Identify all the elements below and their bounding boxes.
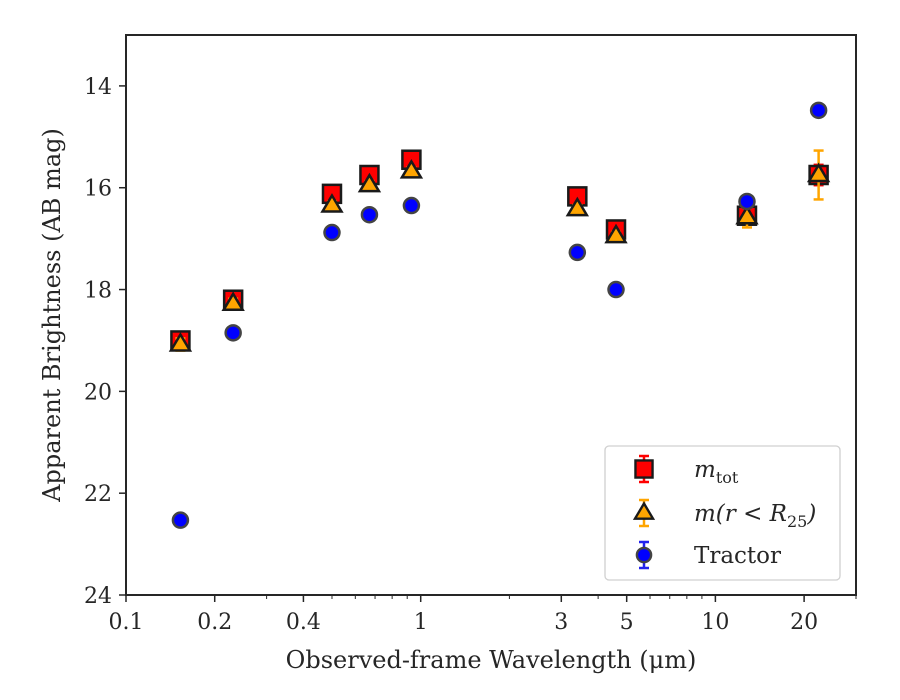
data-point-circle	[402, 196, 421, 215]
data-point	[171, 511, 190, 529]
data-point	[168, 332, 193, 352]
x-tick-label: 3	[554, 610, 568, 635]
data-point-triangle	[604, 223, 628, 244]
data-point-triangle	[735, 204, 759, 225]
data-point-triangle	[320, 193, 344, 213]
legend-marker-circle	[635, 546, 653, 564]
data-point	[360, 205, 379, 224]
data-point-triangle	[565, 196, 590, 217]
legend-label-main: m	[694, 457, 716, 483]
y-tick-label: 18	[84, 279, 112, 304]
data-point-triangle	[399, 158, 424, 179]
data-point	[738, 192, 756, 211]
data-point	[735, 204, 759, 229]
data-point	[604, 223, 628, 244]
series-layer	[168, 101, 831, 529]
legend-label: mtot	[694, 457, 739, 487]
data-point	[568, 243, 587, 262]
x-tick-label: 0.2	[197, 610, 232, 635]
data-point-triangle	[168, 332, 193, 352]
axes: 0.1 0.2 0.4 1 3 5 10 20 14 16 18 20 22 24	[84, 75, 857, 635]
x-tick-label: 5	[620, 610, 634, 635]
legend-box	[604, 445, 841, 581]
x-tick-label: 20	[790, 610, 818, 635]
data-point-circle	[224, 324, 242, 342]
data-point-circle	[568, 243, 587, 262]
x-tick-label: 1	[414, 610, 428, 635]
data-point	[806, 149, 831, 201]
data-point	[607, 280, 625, 299]
legend-label-subscript: tot	[716, 468, 739, 487]
legend-label: m(r < R25)	[694, 501, 816, 531]
y-tick-label: 20	[84, 380, 112, 405]
x-tick-label: 10	[701, 610, 729, 635]
data-point	[224, 324, 242, 342]
legend-label: Tractor	[694, 543, 781, 569]
data-point-circle	[738, 192, 756, 211]
data-point-circle	[323, 223, 341, 242]
x-axis-label: Observed-frame Wavelength (μm)	[286, 646, 697, 674]
data-point-circle	[607, 280, 625, 299]
y-tick-label: 16	[84, 177, 112, 202]
x-tick-label: 0.4	[286, 610, 321, 635]
legend-entry: mtot	[634, 454, 739, 487]
x-tick-label: 0.1	[109, 610, 144, 635]
data-point	[402, 196, 421, 215]
y-tick-label: 22	[84, 482, 112, 507]
legend: mtot m(r < R25) Tractor	[604, 445, 841, 581]
data-point	[320, 193, 344, 213]
data-point	[399, 158, 424, 179]
data-point-circle	[809, 101, 828, 120]
legend-label-main: m(r < R	[694, 501, 787, 527]
series-circle	[171, 101, 828, 529]
y-axis-label: Apparent Brightness (AB mag)	[38, 128, 66, 503]
legend-marker-triangle	[632, 501, 656, 520]
plot-frame	[125, 34, 857, 596]
data-point	[357, 172, 382, 193]
data-point	[221, 291, 245, 312]
data-point-circle	[360, 205, 379, 224]
data-point	[323, 223, 341, 242]
data-point-circle	[171, 511, 190, 529]
data-point	[809, 101, 828, 120]
y-tick-label: 24	[84, 584, 112, 609]
data-point-triangle	[806, 162, 831, 183]
legend-label-suffix: )	[806, 501, 816, 527]
data-point-triangle	[221, 291, 245, 312]
data-point	[565, 196, 590, 217]
series-triangle	[168, 149, 831, 352]
legend-entry: Tractor	[635, 540, 781, 570]
legend-entry: m(r < R25)	[632, 498, 816, 531]
legend-marker-square	[634, 459, 654, 479]
data-point-triangle	[357, 172, 382, 193]
legend-label-subscript: 25	[787, 512, 807, 531]
y-tick-label: 14	[84, 75, 112, 100]
